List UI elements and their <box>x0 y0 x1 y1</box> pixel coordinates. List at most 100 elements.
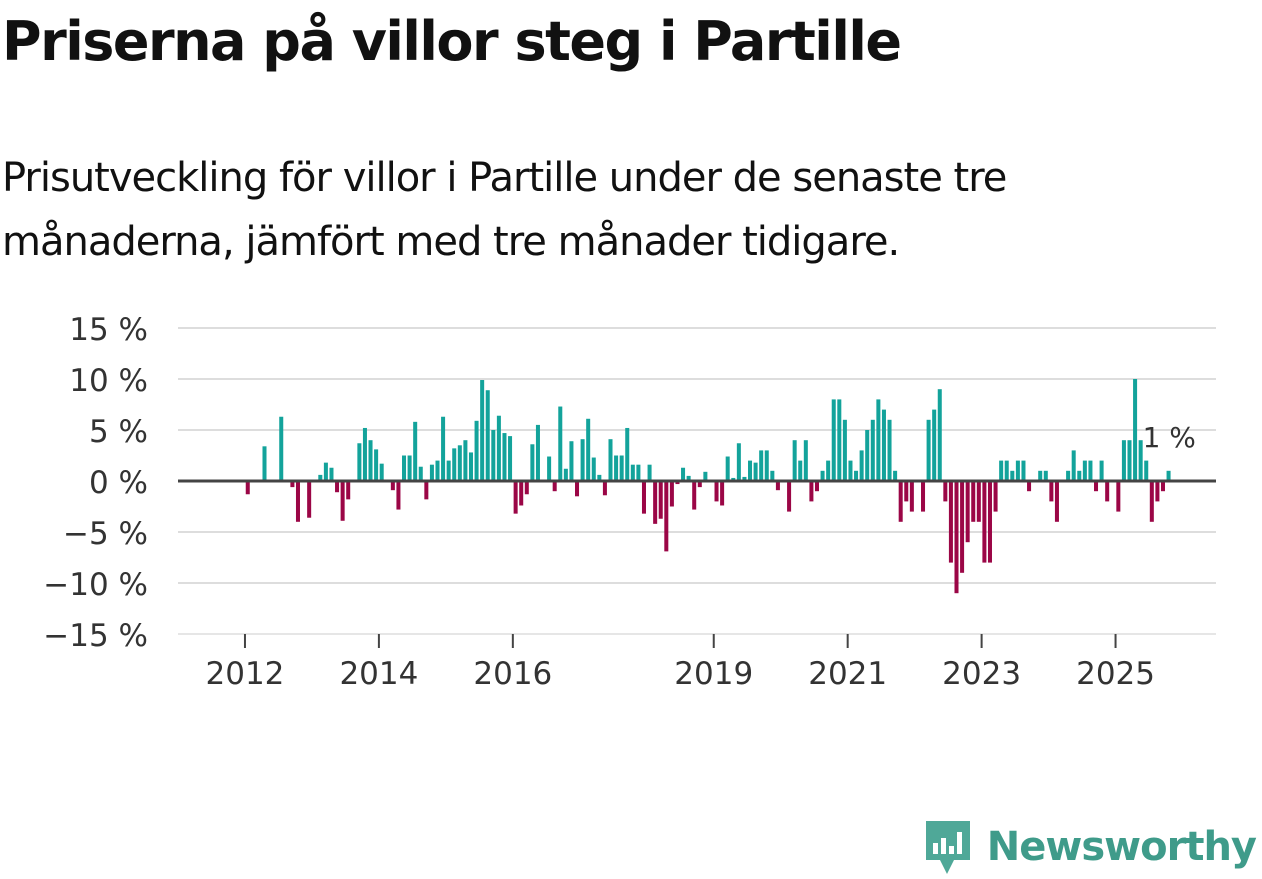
bar <box>692 481 697 510</box>
bar <box>368 440 373 481</box>
bar <box>714 481 719 502</box>
y-tick-label: −15 % <box>43 618 148 654</box>
newsworthy-logo: Newsworthy <box>923 818 1257 876</box>
bar <box>731 477 736 481</box>
bar <box>362 427 367 481</box>
bar <box>669 481 674 507</box>
bar <box>848 460 853 481</box>
bar <box>887 419 892 481</box>
bar <box>262 446 267 481</box>
bar <box>535 424 540 481</box>
bar <box>909 481 914 512</box>
bar <box>842 419 847 481</box>
bar <box>558 406 563 481</box>
bar <box>881 409 886 481</box>
bar <box>402 455 407 481</box>
bar <box>1121 440 1126 481</box>
bar <box>854 470 859 481</box>
bar <box>647 464 652 481</box>
bar <box>446 460 451 481</box>
x-tick-label: 2025 <box>1076 656 1155 692</box>
bar <box>485 390 490 481</box>
bar <box>591 457 596 481</box>
bar <box>491 430 496 481</box>
bar <box>870 419 875 481</box>
bar <box>675 481 680 485</box>
bar <box>1138 440 1143 481</box>
bar <box>971 481 976 522</box>
bar <box>720 481 725 506</box>
bar <box>329 467 334 481</box>
x-tick-label: 2014 <box>339 656 418 692</box>
bar <box>636 464 641 481</box>
bar <box>814 481 819 492</box>
x-tick-label: 2021 <box>808 656 887 692</box>
bar <box>429 464 434 481</box>
x-axis: 2012 2014 2016 2019 2021 2023 2025 <box>178 633 1216 692</box>
bar <box>563 468 568 481</box>
bar <box>295 481 300 522</box>
bar <box>625 427 630 481</box>
bar <box>614 455 619 481</box>
last-value-label: 1 % <box>1143 421 1196 454</box>
chart-subtitle: Prisutveckling för villor i Partille und… <box>2 155 1007 265</box>
y-tick-label: 5 % <box>89 414 148 450</box>
bar <box>703 471 708 481</box>
bar <box>357 443 362 481</box>
bar-chart: 15 %10 %5 %0 %−5 %−10 %−15 % 2012 2014 201… <box>43 312 1216 692</box>
bar <box>1038 470 1043 481</box>
bar <box>658 481 663 519</box>
bar <box>736 443 741 481</box>
bar <box>1066 470 1071 481</box>
bar <box>480 380 485 481</box>
y-tick-label: −5 % <box>63 516 148 552</box>
bar <box>987 481 992 563</box>
bar <box>424 481 429 500</box>
bar <box>1010 470 1015 481</box>
bar <box>753 462 758 481</box>
brand-name: Newsworthy <box>986 824 1257 870</box>
bar <box>318 474 323 481</box>
x-tick-label: 2023 <box>942 656 1021 692</box>
bar <box>686 475 691 481</box>
bar <box>993 481 998 512</box>
bar <box>775 481 780 491</box>
bar <box>245 481 250 495</box>
bar <box>418 466 423 481</box>
bar <box>530 444 535 481</box>
y-tick-label: 0 % <box>89 465 148 501</box>
bar <box>468 452 473 481</box>
bar <box>346 481 351 500</box>
bar <box>1155 481 1160 502</box>
bar <box>904 481 909 502</box>
bar <box>630 464 635 481</box>
bar <box>932 409 937 481</box>
bar <box>608 439 613 481</box>
y-tick-label: 15 % <box>69 312 148 348</box>
bar <box>1015 460 1020 481</box>
bar <box>1105 481 1110 502</box>
bar <box>323 462 328 481</box>
bar <box>748 460 753 481</box>
bar <box>413 421 418 481</box>
bar <box>792 440 797 481</box>
bar <box>508 436 513 481</box>
bar <box>859 450 864 481</box>
bar <box>1021 460 1026 481</box>
bar <box>943 481 948 502</box>
bar <box>407 455 412 481</box>
bar <box>441 416 446 481</box>
bar <box>513 481 518 514</box>
bar <box>641 481 646 514</box>
bar <box>435 460 440 481</box>
bar <box>452 448 457 481</box>
bar <box>524 481 529 495</box>
bar <box>519 481 524 506</box>
bar <box>340 481 345 521</box>
bar <box>965 481 970 543</box>
bar <box>976 481 981 522</box>
bar <box>1049 481 1054 502</box>
y-axis-labels: 15 % 10 % 5 % 0 % −5 % −10 % −15 % <box>43 312 148 654</box>
bar <box>664 481 669 552</box>
bar <box>1004 460 1009 481</box>
